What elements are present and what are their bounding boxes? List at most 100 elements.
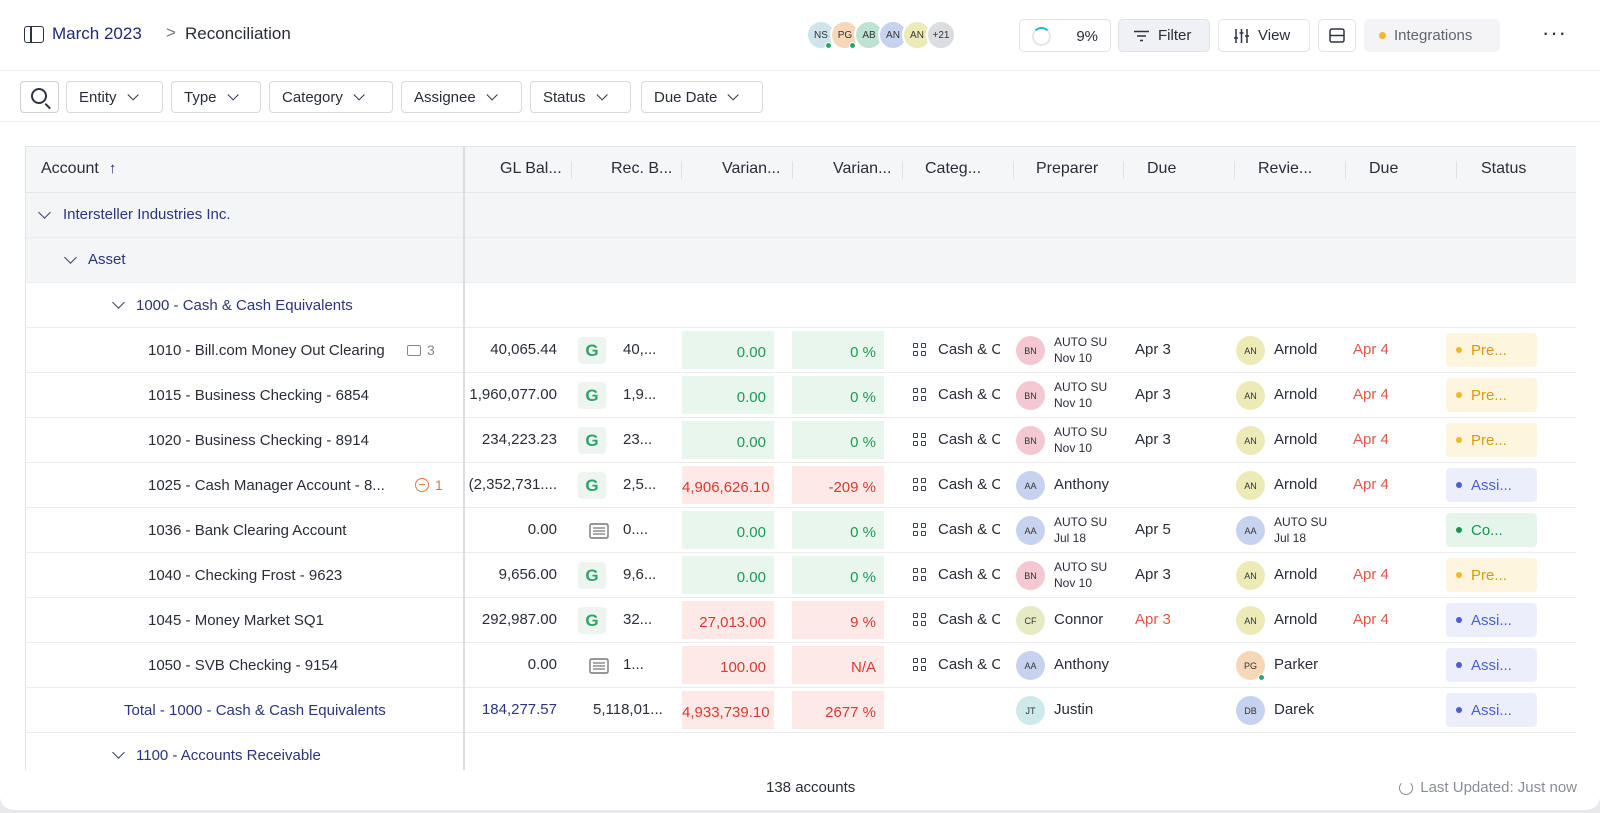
reviewer-due-date[interactable]: Apr 4: [1353, 386, 1389, 403]
column-header-gl-balance[interactable]: GL Bal...: [500, 160, 562, 177]
exception-count[interactable]: 1: [415, 477, 443, 493]
column-divider[interactable]: [1123, 161, 1124, 179]
sort-ascending-icon[interactable]: ↑: [108, 160, 117, 177]
reviewer-due-date[interactable]: Apr 4: [1353, 611, 1389, 628]
statement-document-icon[interactable]: [585, 652, 613, 679]
status-badge[interactable]: Pre...: [1446, 378, 1537, 412]
status-badge[interactable]: Pre...: [1446, 423, 1537, 457]
view-button[interactable]: View: [1218, 19, 1310, 52]
preparer-avatar[interactable]: AA: [1016, 651, 1045, 680]
account-name[interactable]: 1010 - Bill.com Money Out Clearing: [148, 342, 385, 359]
status-badge[interactable]: Assi...: [1446, 648, 1537, 682]
preparer-avatar[interactable]: BN: [1016, 426, 1045, 455]
column-header-variance[interactable]: Varian...: [722, 160, 781, 177]
column-divider[interactable]: [1456, 161, 1457, 179]
status-badge[interactable]: Assi...: [1446, 468, 1537, 502]
table-row[interactable]: 1040 - Checking Frost - 9623 9,656.00 G 9,6…: [26, 553, 1576, 598]
integrations-button[interactable]: Integrations: [1364, 19, 1500, 52]
source-integration-icon[interactable]: G: [578, 382, 606, 409]
column-divider[interactable]: [1345, 161, 1346, 179]
account-name[interactable]: 1045 - Money Market SQ1: [148, 612, 324, 629]
reviewer-avatar[interactable]: PG: [1236, 651, 1265, 681]
column-header-rev-due[interactable]: Due: [1369, 160, 1399, 177]
table-row[interactable]: 1050 - SVB Checking - 9154 0.00 1... 100.00…: [26, 643, 1576, 688]
table-row[interactable]: 1010 - Bill.com Money Out Clearing 3 40,06…: [26, 328, 1576, 373]
collaborator-avatar[interactable]: +21: [926, 20, 956, 50]
column-divider[interactable]: [681, 161, 682, 179]
table-row[interactable]: 1020 - Business Checking - 8914 234,223.2…: [26, 418, 1576, 463]
preparer-avatar[interactable]: CF: [1016, 606, 1045, 635]
preparer-due-date[interactable]: Apr 3: [1135, 611, 1171, 628]
source-integration-icon[interactable]: G: [578, 607, 606, 634]
reviewer-avatar[interactable]: AN: [1236, 561, 1265, 590]
filter-chip-type[interactable]: Type: [171, 81, 261, 113]
column-divider[interactable]: [571, 161, 572, 179]
statement-document-icon[interactable]: [585, 517, 613, 544]
reviewer-due-date[interactable]: Apr 4: [1353, 476, 1389, 493]
preparer-avatar[interactable]: AA: [1016, 516, 1045, 545]
group-row-category[interactable]: 1100 - Accounts Receivable: [26, 733, 1576, 770]
status-badge[interactable]: Assi...: [1446, 693, 1537, 727]
column-divider[interactable]: [1234, 161, 1235, 179]
reviewer-due-date[interactable]: Apr 4: [1353, 341, 1389, 358]
reviewer-due-date[interactable]: Apr 4: [1353, 431, 1389, 448]
breadcrumb-period[interactable]: March 2023: [52, 24, 142, 43]
source-integration-icon[interactable]: G: [578, 562, 606, 589]
table-row[interactable]: 1025 - Cash Manager Account - 8... 1 (2,35…: [26, 463, 1576, 508]
filter-chip-entity[interactable]: Entity: [66, 81, 163, 113]
reviewer-avatar[interactable]: AN: [1236, 606, 1265, 635]
column-header-reviewer[interactable]: Revie...: [1258, 160, 1313, 177]
search-button[interactable]: [20, 81, 59, 113]
status-badge[interactable]: Assi...: [1446, 603, 1537, 637]
chevron-down-icon[interactable]: [64, 251, 77, 264]
filter-chip-due-date[interactable]: Due Date: [641, 81, 763, 113]
status-badge[interactable]: Co...: [1446, 513, 1537, 547]
preparer-due-date[interactable]: Apr 3: [1135, 386, 1171, 403]
column-header-category[interactable]: Categ...: [925, 160, 982, 177]
column-header-rec-balance[interactable]: Rec. B...: [611, 160, 673, 177]
account-name[interactable]: 1050 - SVB Checking - 9154: [148, 657, 339, 674]
account-name[interactable]: 1040 - Checking Frost - 9623: [148, 567, 343, 584]
table-row[interactable]: 1015 - Business Checking - 6854 1,960,077…: [26, 373, 1576, 418]
reviewer-avatar[interactable]: AN: [1236, 381, 1265, 410]
group-row-type[interactable]: Asset: [26, 238, 1576, 283]
chevron-down-icon[interactable]: [38, 206, 51, 219]
preparer-due-date[interactable]: Apr 3: [1135, 431, 1171, 448]
column-header-account[interactable]: Account ↑: [41, 160, 117, 177]
preparer-avatar[interactable]: JT: [1016, 696, 1045, 725]
sidebar-toggle-icon[interactable]: [24, 26, 44, 43]
chevron-down-icon[interactable]: [112, 746, 125, 759]
preparer-due-date[interactable]: Apr 3: [1135, 341, 1171, 358]
preparer-avatar[interactable]: BN: [1016, 561, 1045, 590]
column-header-variance-pct[interactable]: Varian...: [833, 160, 892, 177]
table-row[interactable]: 1045 - Money Market SQ1 292,987.00 G 32... 2…: [26, 598, 1576, 643]
comment-count[interactable]: 3: [407, 342, 435, 358]
column-divider[interactable]: [902, 161, 903, 179]
column-header-status[interactable]: Status: [1481, 160, 1527, 177]
column-header-prep-due[interactable]: Due: [1147, 160, 1177, 177]
account-name[interactable]: 1015 - Business Checking - 6854: [148, 387, 369, 404]
status-badge[interactable]: Pre...: [1446, 333, 1537, 367]
source-integration-icon[interactable]: G: [578, 472, 606, 499]
reviewer-avatar[interactable]: DB: [1236, 696, 1265, 725]
column-header-preparer[interactable]: Preparer: [1036, 160, 1099, 177]
reviewer-due-date[interactable]: Apr 4: [1353, 566, 1389, 583]
column-divider[interactable]: [792, 161, 793, 179]
preparer-avatar[interactable]: BN: [1016, 336, 1045, 365]
progress-indicator[interactable]: 9%: [1019, 19, 1111, 52]
last-updated[interactable]: Last Updated: Just now: [1399, 779, 1577, 796]
group-row-entity[interactable]: Intersteller Industries Inc.: [26, 193, 1576, 238]
preparer-avatar[interactable]: AA: [1016, 471, 1045, 500]
table-row[interactable]: 1036 - Bank Clearing Account 0.00 0.... 0.0…: [26, 508, 1576, 553]
preparer-avatar[interactable]: BN: [1016, 381, 1045, 410]
preparer-due-date[interactable]: Apr 3: [1135, 566, 1171, 583]
filter-chip-assignee[interactable]: Assignee: [401, 81, 522, 113]
preparer-due-date[interactable]: Apr 5: [1135, 521, 1171, 538]
status-badge[interactable]: Pre...: [1446, 558, 1537, 592]
collaborator-avatar[interactable]: AN: [878, 20, 908, 50]
column-divider[interactable]: [1013, 161, 1014, 179]
filter-chip-category[interactable]: Category: [269, 81, 393, 113]
more-options-icon[interactable]: ···: [1542, 20, 1567, 45]
layout-toggle-button[interactable]: [1318, 19, 1356, 52]
reviewer-avatar[interactable]: AN: [1236, 336, 1265, 365]
